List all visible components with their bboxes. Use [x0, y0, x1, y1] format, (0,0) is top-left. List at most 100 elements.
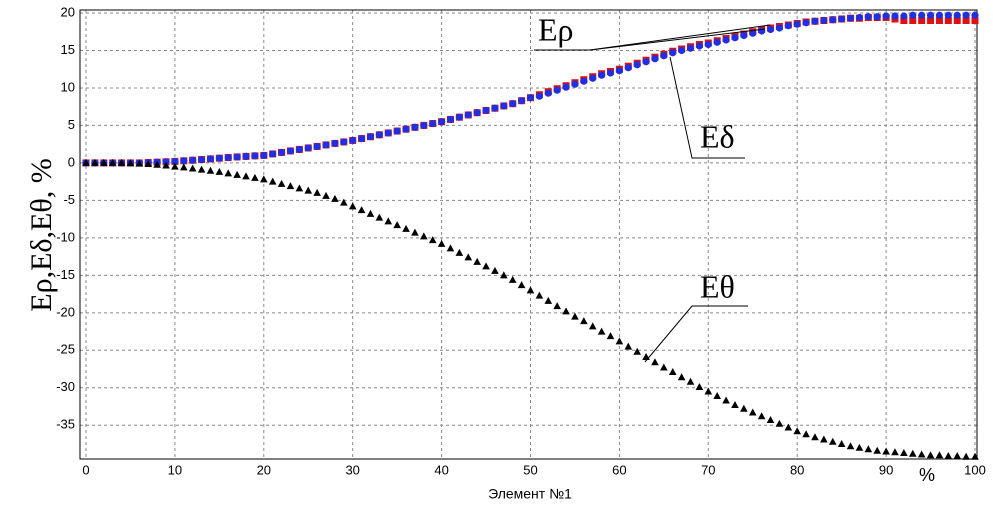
marker	[758, 27, 766, 35]
marker	[908, 449, 917, 457]
marker	[295, 145, 303, 154]
marker	[900, 16, 908, 24]
y-axis-label: Eρ,Eδ,Eθ, %	[25, 158, 58, 311]
y-tick-label: 20	[61, 4, 75, 19]
marker	[375, 131, 383, 139]
marker	[215, 154, 223, 162]
marker	[918, 11, 926, 19]
x-tick-label: 40	[434, 462, 448, 477]
marker	[580, 317, 588, 325]
marker	[678, 46, 686, 55]
marker	[384, 217, 393, 225]
marker	[677, 373, 686, 381]
marker	[971, 11, 979, 19]
marker	[793, 20, 801, 28]
marker	[926, 11, 935, 19]
marker	[553, 86, 561, 94]
marker	[846, 442, 855, 450]
y-tick-label: -35	[56, 417, 75, 432]
leader	[669, 56, 745, 159]
marker	[944, 11, 952, 19]
x-axis-label: Элемент №1	[488, 486, 572, 502]
marker	[740, 404, 748, 412]
marker	[464, 111, 472, 119]
x-tick-label: 10	[168, 462, 182, 477]
leader	[534, 28, 766, 51]
marker	[598, 71, 606, 79]
marker	[606, 69, 615, 77]
marker	[811, 433, 819, 441]
marker	[455, 248, 464, 256]
marker	[180, 157, 188, 165]
marker	[544, 296, 553, 304]
marker	[802, 19, 810, 27]
marker	[411, 228, 419, 236]
marker	[188, 164, 197, 172]
y-tick-label: -5	[63, 192, 75, 207]
marker	[260, 151, 268, 160]
marker	[766, 416, 775, 424]
marker	[446, 244, 455, 252]
marker	[304, 144, 312, 152]
marker	[500, 102, 508, 110]
marker	[686, 377, 695, 385]
marker	[695, 42, 704, 50]
marker	[508, 275, 517, 283]
marker	[455, 113, 463, 121]
marker	[944, 452, 953, 460]
y-tick-label: 5	[68, 117, 75, 132]
marker	[304, 186, 313, 194]
marker	[518, 97, 526, 105]
marker	[108, 158, 117, 166]
marker	[429, 119, 437, 128]
marker	[171, 162, 179, 170]
marks	[82, 11, 979, 460]
marker	[162, 161, 170, 169]
marker	[268, 177, 277, 185]
marker	[651, 55, 659, 63]
marker	[313, 142, 321, 151]
marker	[864, 445, 873, 453]
marker	[375, 213, 384, 221]
marker	[393, 127, 401, 135]
marker	[420, 232, 428, 240]
marker	[366, 209, 375, 217]
marker	[802, 430, 810, 438]
marker	[348, 202, 357, 210]
marker	[917, 450, 926, 458]
marker	[473, 109, 481, 117]
marker	[580, 77, 588, 85]
marker	[660, 363, 668, 371]
x-tick-label: 80	[790, 462, 804, 477]
marker	[820, 435, 828, 443]
marker	[473, 257, 481, 265]
marker	[935, 451, 944, 459]
marker	[695, 383, 704, 391]
marker	[295, 184, 304, 192]
grid	[80, 10, 977, 459]
marker	[153, 160, 161, 168]
marker	[588, 322, 597, 330]
marker	[855, 443, 864, 451]
marker	[882, 12, 890, 20]
y-tick-label: 10	[61, 79, 75, 94]
marker	[402, 125, 410, 133]
marker	[437, 239, 446, 247]
y-tick-label: -10	[56, 229, 75, 244]
marker	[233, 153, 241, 161]
marker	[704, 40, 712, 49]
y-tick-label: -25	[56, 342, 75, 357]
marker	[242, 172, 250, 180]
x-tick-label: 70	[701, 462, 715, 477]
x-tick-label: 30	[345, 462, 359, 477]
marker	[340, 198, 348, 206]
marker	[117, 158, 126, 166]
marker	[589, 74, 597, 82]
marker	[553, 302, 561, 310]
marker	[749, 29, 757, 37]
marker	[935, 16, 943, 24]
marker	[402, 224, 410, 232]
marker	[775, 419, 784, 427]
marker	[962, 11, 970, 19]
marker	[366, 133, 375, 141]
